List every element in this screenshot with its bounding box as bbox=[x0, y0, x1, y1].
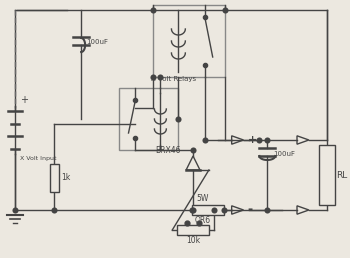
Text: OR6: OR6 bbox=[195, 216, 211, 225]
Bar bbox=[153, 5, 225, 77]
Bar bbox=[49, 164, 60, 192]
Text: +: + bbox=[247, 135, 257, 145]
Text: -: - bbox=[247, 204, 253, 216]
Text: 1k: 1k bbox=[61, 173, 71, 182]
Bar bbox=[192, 205, 224, 215]
Bar bbox=[177, 225, 209, 235]
Text: 5W: 5W bbox=[197, 194, 209, 203]
Text: 10k: 10k bbox=[186, 236, 200, 245]
Text: 100uF: 100uF bbox=[273, 151, 295, 157]
Text: BRX46: BRX46 bbox=[155, 146, 181, 155]
Text: X Volt Input: X Volt Input bbox=[20, 156, 56, 161]
Text: 100uF: 100uF bbox=[86, 39, 108, 45]
Text: X Volt Relays: X Volt Relays bbox=[152, 76, 197, 82]
Text: RL: RL bbox=[337, 171, 348, 180]
Bar bbox=[319, 145, 335, 205]
Bar bbox=[119, 88, 178, 150]
Text: +: + bbox=[20, 95, 28, 105]
